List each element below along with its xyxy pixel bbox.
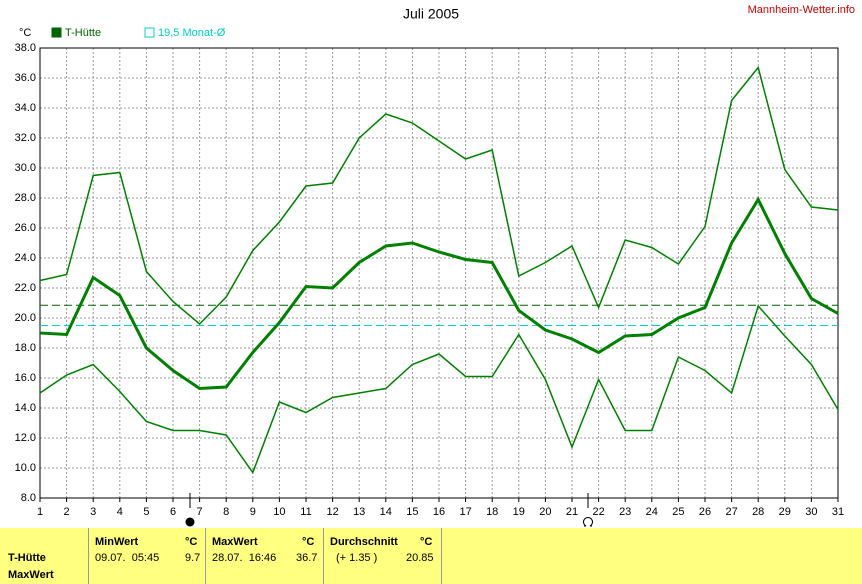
source: Mannheim-Wetter.info [748, 4, 855, 16]
x-tick-label: 25 [672, 506, 684, 518]
x-tick-label: 13 [353, 506, 365, 518]
x-tick-label: 14 [380, 506, 392, 518]
cell-value: 36.7 [296, 552, 318, 564]
separator [88, 528, 89, 584]
x-tick-label: 17 [459, 506, 471, 518]
series-line [39, 65, 839, 326]
x-tick-label: 22 [592, 506, 604, 518]
x-tick-label: 2 [64, 506, 70, 518]
column-title: MaxWert [212, 536, 258, 548]
x-tick-label: 26 [699, 506, 711, 518]
cell-text: (+ 1.35 ) [336, 552, 378, 564]
x-tick-label: 1 [37, 506, 43, 518]
moon-new [583, 516, 593, 527]
summary-table: T-Hütte MaxWert MinWert °C 09.07. 05:45 … [0, 528, 862, 584]
y-tick-label: 34.0 [15, 102, 36, 114]
series-line [39, 304, 839, 475]
column-unit: °C [302, 536, 315, 548]
y-tick-label: 30.0 [15, 162, 36, 174]
y-tick-label: 20.0 [15, 312, 36, 324]
legend-swatch [51, 27, 62, 38]
x-tick-label: 5 [143, 506, 149, 518]
legend-label: 19,5 Monat-Ø [158, 27, 226, 39]
chart-title: Juli 2005 [403, 6, 459, 22]
cell-value: 9.7 [185, 552, 201, 564]
x-tick-label: 19 [513, 506, 525, 518]
cell-value: 20.85 [406, 552, 434, 564]
x-tick-label: 28 [752, 506, 764, 518]
x-tick-label: 8 [223, 506, 229, 518]
y-tick-label: 18.0 [15, 342, 36, 354]
x-tick-label: 30 [805, 506, 817, 518]
y-tick-label: 24.0 [15, 252, 36, 264]
y-tick-label: 14.0 [15, 402, 36, 414]
series-line [39, 196, 839, 391]
row-label: MaxWert [8, 569, 54, 581]
y-tick-label: 32.0 [15, 132, 36, 144]
x-tick-label: 9 [250, 506, 256, 518]
chart: Juli 2005 Mannheim-Wetter.info °C 8.0 10.… [15, 4, 855, 527]
moon-full [185, 517, 195, 527]
x-tick-label: 3 [90, 506, 96, 518]
x-tick-label: 21 [566, 506, 578, 518]
plot-frame [39, 47, 839, 499]
x-tick-label: 11 [300, 506, 311, 518]
y-tick-label: 16.0 [15, 372, 36, 384]
separator [205, 528, 206, 584]
cell-text: 09.07. 05:45 [95, 552, 160, 564]
x-tick-label: 27 [725, 506, 737, 518]
legend-swatch [144, 27, 155, 38]
separator [441, 528, 442, 584]
y-tick-label: 26.0 [15, 222, 36, 234]
column-title: MinWert [95, 536, 139, 548]
x-tick-label: 12 [326, 506, 338, 518]
y-tick-label: 10.0 [15, 462, 36, 474]
row-label: T-Hütte [8, 552, 46, 564]
y-tick-label: 22.0 [15, 282, 36, 294]
x-tick-label: 7 [197, 506, 203, 518]
x-tick-label: 4 [117, 506, 123, 518]
column-unit: °C [420, 536, 433, 548]
separator [323, 528, 324, 584]
y-tick-label: 28.0 [15, 192, 36, 204]
legend-label: T-Hütte [65, 27, 101, 39]
x-tick-label: 24 [646, 506, 658, 518]
x-tick-label: 16 [433, 506, 445, 518]
y-axis-label: °C [19, 27, 31, 39]
x-tick-label: 15 [406, 506, 418, 518]
y-tick-label: 36.0 [15, 72, 36, 84]
x-tick-label: 18 [486, 506, 498, 518]
x-tick-label: 23 [619, 506, 631, 518]
y-tick-label: 8.0 [21, 492, 36, 504]
y-tick-label: 38.0 [15, 42, 36, 54]
x-tick-label: 31 [832, 506, 844, 518]
y-tick-label: 12.0 [15, 432, 36, 444]
column-unit: °C [185, 536, 198, 548]
column-title: Durchschnitt [330, 536, 398, 548]
x-tick-label: 20 [539, 506, 551, 518]
cell-text: 28.07. 16:46 [212, 552, 277, 564]
x-tick-label: 10 [273, 506, 285, 518]
x-tick-label: 29 [779, 506, 791, 518]
x-tick-label: 6 [170, 506, 176, 518]
